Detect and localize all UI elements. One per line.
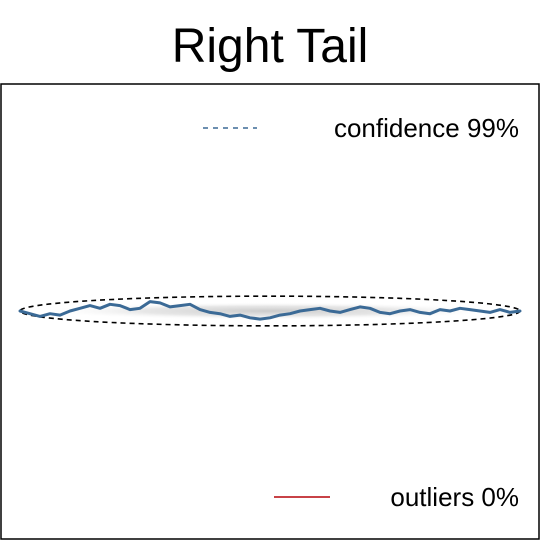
plot-area bbox=[18, 295, 522, 327]
chart-title: Right Tail bbox=[172, 20, 369, 73]
series-line-0 bbox=[18, 300, 522, 321]
legend-item-0: confidence 99% bbox=[203, 113, 519, 143]
legend-item-1: outliers 0% bbox=[274, 482, 519, 512]
confidence-band-shading bbox=[40, 302, 500, 320]
legend-label-0: confidence 99% bbox=[334, 113, 519, 143]
legend: confidence 99% outliers 0% bbox=[203, 113, 519, 512]
legend-label-1: outliers 0% bbox=[390, 482, 519, 512]
